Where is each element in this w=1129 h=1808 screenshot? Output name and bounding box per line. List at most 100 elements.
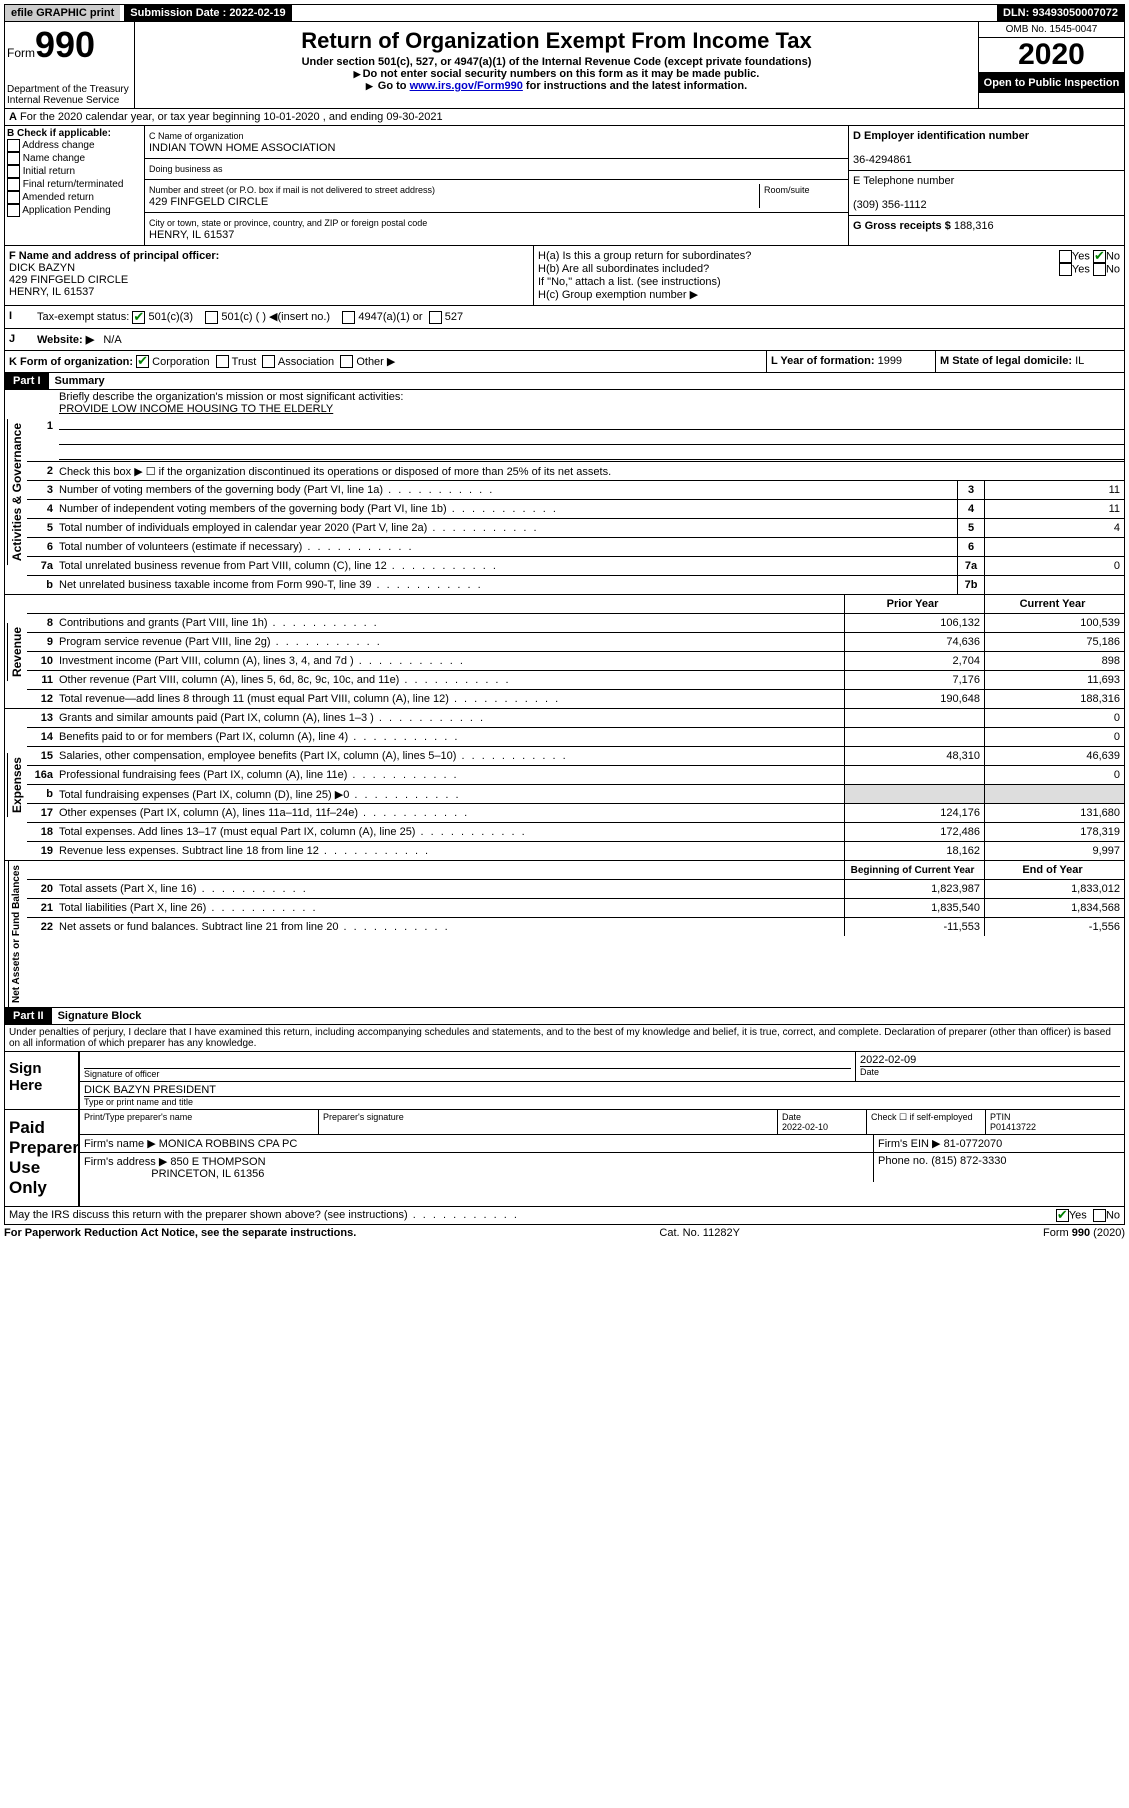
- form990-link[interactable]: www.irs.gov/Form990: [410, 80, 523, 92]
- hb-no[interactable]: [1093, 263, 1106, 276]
- gross-amount: 188,316: [954, 220, 994, 232]
- mission-text: PROVIDE LOW INCOME HOUSING TO THE ELDERL…: [59, 403, 333, 415]
- firm-addr1: 850 E THOMPSON: [170, 1156, 265, 1168]
- box-h: H(a) Is this a group return for subordin…: [534, 246, 1124, 305]
- form-990: 990: [35, 24, 95, 65]
- cb-amended-label: Amended return: [22, 192, 94, 203]
- col-current: Current Year: [984, 595, 1124, 613]
- ha-no[interactable]: [1093, 250, 1106, 263]
- discuss-row: May the IRS discuss this return with the…: [4, 1207, 1125, 1225]
- city-label: City or town, state or province, country…: [149, 218, 427, 228]
- discuss-yes[interactable]: [1056, 1209, 1069, 1222]
- 501c-label: 501(c) ( ) ◀(insert no.): [221, 311, 330, 323]
- row-i: I Tax-exempt status: 501(c)(3) 501(c) ( …: [4, 306, 1125, 329]
- cb-address-label: Address change: [22, 140, 94, 151]
- data-line: b Total fundraising expenses (Part IX, c…: [27, 785, 1124, 804]
- line-a-text: For the 2020 calendar year, or tax year …: [20, 111, 443, 123]
- data-line: 17 Other expenses (Part IX, column (A), …: [27, 804, 1124, 823]
- row-fh: F Name and address of principal officer:…: [4, 246, 1125, 306]
- firm-name: MONICA ROBBINS CPA PC: [159, 1138, 298, 1150]
- checkbox-name[interactable]: [7, 152, 20, 165]
- part1-title: Summary: [49, 373, 111, 389]
- officer-addr1: 429 FINFGELD CIRCLE: [9, 274, 128, 286]
- discuss-label: May the IRS discuss this return with the…: [9, 1209, 519, 1222]
- officer-label: F Name and address of principal officer:: [9, 250, 219, 262]
- addr-label: Number and street (or P.O. box if mail i…: [149, 185, 435, 195]
- firm-phone: (815) 872-3330: [931, 1155, 1006, 1167]
- box-deg: D Employer identification number 36-4294…: [848, 126, 1124, 245]
- year-box: OMB No. 1545-0047 2020 Open to Public In…: [978, 22, 1124, 108]
- 527-label: 527: [445, 311, 463, 323]
- checkbox-pending[interactable]: [7, 204, 20, 217]
- gov-line: 5 Total number of individuals employed i…: [27, 519, 1124, 538]
- cb-4947[interactable]: [342, 311, 355, 324]
- col-prior: Prior Year: [844, 595, 984, 613]
- hb-yes[interactable]: [1059, 263, 1072, 276]
- firm-addr2: PRINCETON, IL 61356: [151, 1168, 264, 1180]
- section-revenue: Revenue Prior Year Current Year 8 Contri…: [4, 595, 1125, 709]
- goto-post: for instructions and the latest informat…: [523, 80, 747, 92]
- hc-label: H(c) Group exemption number ▶: [538, 288, 1120, 301]
- box-c: C Name of organization INDIAN TOWN HOME …: [145, 126, 848, 245]
- gov-line: 7a Total unrelated business revenue from…: [27, 557, 1124, 576]
- checkbox-final[interactable]: [7, 178, 20, 191]
- website-val: N/A: [103, 334, 121, 346]
- line2-label: Check this box ▶ ☐ if the organization d…: [59, 464, 1124, 479]
- open-public: Open to Public Inspection: [979, 73, 1124, 93]
- corp-label: Corporation: [152, 356, 209, 368]
- data-line: 10 Investment income (Part VIII, column …: [27, 652, 1124, 671]
- ein-value: 36-4294861: [853, 154, 912, 166]
- discuss-no[interactable]: [1093, 1209, 1106, 1222]
- data-line: 9 Program service revenue (Part VIII, li…: [27, 633, 1124, 652]
- form-word: Form: [7, 46, 35, 60]
- section-expenses: Expenses 13 Grants and similar amounts p…: [4, 709, 1125, 861]
- officer-addr2: HENRY, IL 61537: [9, 286, 94, 298]
- info-grid: B Check if applicable: Address change Na…: [4, 126, 1125, 246]
- top-bar: efile GRAPHIC print Submission Date : 20…: [4, 4, 1125, 22]
- gov-line: b Net unrelated business taxable income …: [27, 576, 1124, 594]
- tax-year: 2020: [979, 38, 1124, 73]
- cb-corp[interactable]: [136, 355, 149, 368]
- checkbox-initial[interactable]: [7, 165, 20, 178]
- col-begin: Beginning of Current Year: [844, 861, 984, 879]
- cb-initial-label: Initial return: [23, 166, 75, 177]
- paid-preparer-label: Paid Preparer Use Only: [5, 1110, 80, 1206]
- street-address: 429 FINFGELD CIRCLE: [149, 196, 268, 208]
- data-line: 18 Total expenses. Add lines 13–17 (must…: [27, 823, 1124, 842]
- org-name: INDIAN TOWN HOME ASSOCIATION: [149, 142, 335, 154]
- vlabel-expenses: Expenses: [7, 753, 26, 817]
- row-klm: K Form of organization: Corporation Trus…: [4, 351, 1125, 374]
- cb-pending-label: Application Pending: [22, 205, 110, 216]
- part1-header-row: Part I Summary: [4, 373, 1125, 390]
- officer-name: DICK BAZYN: [9, 262, 75, 274]
- cb-527[interactable]: [429, 311, 442, 324]
- form-title: Return of Organization Exempt From Incom…: [139, 28, 974, 54]
- form-number-box: Form990 Department of the TreasuryIntern…: [5, 22, 135, 108]
- cb-trust[interactable]: [216, 355, 229, 368]
- type-name-label: Type or print name and title: [84, 1096, 1120, 1107]
- checkbox-address[interactable]: [7, 139, 20, 152]
- gov-line: 3 Number of voting members of the govern…: [27, 481, 1124, 500]
- ha-yes[interactable]: [1059, 250, 1072, 263]
- data-line: 21 Total liabilities (Part X, line 26) 1…: [27, 899, 1124, 918]
- cb-501c[interactable]: [205, 311, 218, 324]
- sig-officer-label: Signature of officer: [84, 1068, 851, 1079]
- checkbox-amended[interactable]: [7, 191, 20, 204]
- goto-pre: Go to: [378, 80, 410, 92]
- part2-header-row: Part II Signature Block: [4, 1008, 1125, 1025]
- prep-name-label: Print/Type preparer's name: [80, 1110, 319, 1134]
- part2-badge: Part II: [5, 1008, 52, 1024]
- room-label: Room/suite: [764, 185, 810, 195]
- cb-final-label: Final return/terminated: [23, 179, 124, 190]
- gov-line: 4 Number of independent voting members o…: [27, 500, 1124, 519]
- cb-501c3[interactable]: [132, 311, 145, 324]
- hb-label: H(b) Are all subordinates included?: [538, 263, 709, 276]
- subtitle-2: Do not enter social security numbers on …: [139, 68, 974, 80]
- cb-assoc[interactable]: [262, 355, 275, 368]
- cb-other[interactable]: [340, 355, 353, 368]
- data-line: 11 Other revenue (Part VIII, column (A),…: [27, 671, 1124, 690]
- firm-addr-label: Firm's address ▶: [84, 1156, 167, 1168]
- phone-label: E Telephone number: [853, 175, 954, 187]
- phone-value: (309) 356-1112: [853, 199, 927, 211]
- data-line: 14 Benefits paid to or for members (Part…: [27, 728, 1124, 747]
